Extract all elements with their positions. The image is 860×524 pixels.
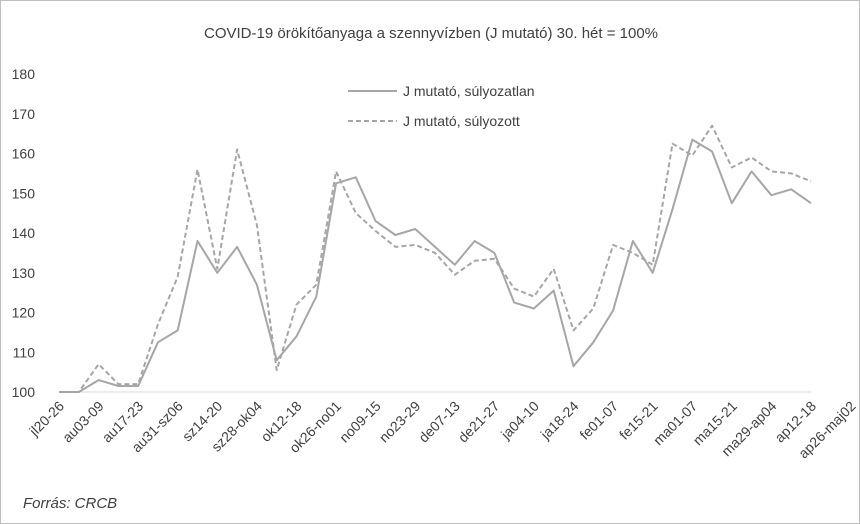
source-note: Forrás: CRCB xyxy=(23,495,118,512)
y-tick-label: 100 xyxy=(12,384,36,400)
x-tick-label: de21-27 xyxy=(455,398,503,446)
x-axis: jl20-26au03-09au17-23au31-sz06sz14-20sz2… xyxy=(25,398,858,462)
y-tick-label: 150 xyxy=(12,185,36,201)
y-tick-label: 180 xyxy=(12,66,36,82)
series-line-2 xyxy=(59,124,812,393)
x-tick-label: au03-09 xyxy=(59,398,107,446)
legend-label-2: J mutató, súlyozott xyxy=(403,113,520,129)
y-tick-label: 160 xyxy=(12,146,36,162)
y-tick-label: 110 xyxy=(13,344,36,360)
x-tick-label: ja18-24 xyxy=(537,398,582,443)
x-tick-label: fe01-07 xyxy=(576,398,621,443)
y-tick-label: 140 xyxy=(12,225,36,241)
x-tick-label: no23-29 xyxy=(376,398,424,446)
legend-label-1: J mutató, súlyozatlan xyxy=(403,83,535,99)
series-line-1 xyxy=(59,138,812,393)
x-tick-label: de07-13 xyxy=(415,398,463,446)
y-tick-label: 130 xyxy=(12,265,36,281)
y-axis: 100 110 120 130 140 150 160 170 180 xyxy=(12,66,36,400)
series-layer xyxy=(59,124,812,393)
legend: J mutató, súlyozatlan J mutató, súlyozott xyxy=(348,83,535,129)
y-tick-label: 120 xyxy=(12,305,36,321)
y-tick-label: 170 xyxy=(12,106,36,122)
x-tick-label: no09-15 xyxy=(336,398,384,446)
x-tick-label: ja04-10 xyxy=(497,398,542,443)
chart-title: COVID-19 örökítőanyaga a szennyvízben (J… xyxy=(204,25,658,42)
